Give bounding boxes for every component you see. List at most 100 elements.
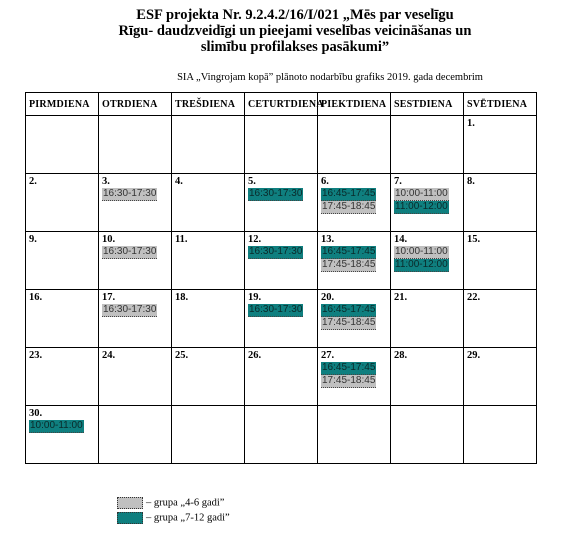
title-line-1: ESF projekta Nr. 9.2.4.2/16/I/021 „Mēs p… — [136, 7, 454, 23]
calendar-day-cell: 8. — [463, 173, 537, 232]
day-number: 11. — [175, 234, 188, 245]
day-number: 12. — [248, 234, 262, 245]
weekday-header: PIEKTDIENA — [317, 92, 391, 116]
calendar-week-row: 2. 3. 16:30-17:30 4. 5. 16:30-17:30 6. 16:45-17… — [25, 173, 537, 232]
calendar-day-cell: 18. — [171, 289, 245, 348]
calendar-day-cell — [463, 405, 537, 464]
session-time-slot: 16:45-17:45 — [321, 304, 377, 317]
day-number: 10. — [102, 234, 116, 245]
day-number: 9. — [29, 234, 37, 245]
day-number: 1. — [467, 118, 475, 129]
day-number: 30. — [29, 408, 43, 419]
legend-swatch — [117, 497, 143, 509]
calendar-day-cell: 12. 16:30-17:30 — [244, 231, 318, 290]
calendar-day-cell — [171, 115, 245, 174]
day-number: 7. — [394, 176, 402, 187]
calendar-day-cell: 21. — [390, 289, 464, 348]
calendar-day-cell: 11. — [171, 231, 245, 290]
title-line-3: slimību profilakses pasākumi” — [200, 39, 390, 55]
weekday-header: SVĒTDIENA — [463, 92, 537, 116]
calendar-day-cell: 13. 16:45-17:45 17:45-18:45 — [317, 231, 391, 290]
weekday-header: TREŠDIENA — [171, 92, 245, 116]
calendar-day-cell: 27. 16:45-17:45 17:45-18:45 — [317, 347, 391, 406]
calendar-day-cell: 20. 16:45-17:45 17:45-18:45 — [317, 289, 391, 348]
calendar-day-cell — [171, 405, 245, 464]
legend-label: – grupa „7-12 gadi” — [146, 512, 230, 524]
legend-item: – grupa „4-6 gadi” — [117, 497, 224, 509]
calendar-week-row: 16. 17. 16:30-17:30 18. 19. 16:30-17:30 20. 16:… — [25, 289, 537, 348]
day-number: 16. — [29, 292, 43, 303]
weekday-header: CETURTDIENA — [244, 92, 324, 116]
calendar-week-row: 1. — [25, 115, 537, 174]
calendar-day-cell: 30. 10:00-11:00 — [25, 405, 99, 464]
session-time-slot: 17:45-18:45 — [321, 317, 377, 330]
calendar-day-cell — [390, 405, 464, 464]
calendar-day-cell: 5. 16:30-17:30 — [244, 173, 318, 232]
calendar-day-cell: 14. 10:00-11:00 11:00-12:00 — [390, 231, 464, 290]
day-number: 4. — [175, 176, 183, 187]
session-time-slot: 17:45-18:45 — [321, 259, 377, 272]
session-time-slot: 16:30-17:30 — [102, 246, 158, 259]
calendar-day-cell: 25. — [171, 347, 245, 406]
session-time-slot: 11:00-12:00 — [394, 259, 449, 272]
day-number: 3. — [102, 176, 110, 187]
calendar-day-cell: 2. — [25, 173, 99, 232]
calendar-day-cell — [98, 405, 172, 464]
schedule-subtitle: SIA „Vingrojam kopā” plānoto nodarbību g… — [177, 72, 483, 83]
calendar-day-cell — [390, 115, 464, 174]
calendar-day-cell: 29. — [463, 347, 537, 406]
session-time-slot: 17:45-18:45 — [321, 375, 377, 388]
calendar-day-cell: 24. — [98, 347, 172, 406]
calendar-week-row: 30. 10:00-11:00 — [25, 405, 537, 464]
day-number: 13. — [321, 234, 335, 245]
weekday-header: SESTDIENA — [390, 92, 464, 116]
calendar-day-cell — [244, 405, 318, 464]
day-number: 8. — [467, 176, 475, 187]
calendar-day-cell: 15. — [463, 231, 537, 290]
day-number: 21. — [394, 292, 408, 303]
calendar-day-cell: 22. — [463, 289, 537, 348]
session-time-slot: 16:30-17:30 — [102, 188, 158, 201]
day-number: 17. — [102, 292, 116, 303]
calendar-day-cell: 4. — [171, 173, 245, 232]
session-time-slot: 16:30-17:30 — [102, 304, 158, 317]
day-number: 19. — [248, 292, 262, 303]
session-time-slot: 16:30-17:30 — [248, 246, 304, 259]
calendar-day-cell — [317, 405, 391, 464]
session-time-slot: 11:00-12:00 — [394, 201, 449, 214]
legend-item: – grupa „7-12 gadi” — [117, 512, 230, 524]
calendar-day-cell — [25, 115, 99, 174]
legend-label: – grupa „4-6 gadi” — [146, 497, 225, 509]
day-number: 14. — [394, 234, 408, 245]
day-number: 24. — [102, 350, 116, 361]
day-number: 5. — [248, 176, 256, 187]
calendar-week-row: 9. 10. 16:30-17:30 11. 12. 16:30-17:30 13. 16:4… — [25, 231, 537, 290]
calendar-week-row: 23. 24. 25. 26. 27. 16:45-17:45 17:45-18:45 28.… — [25, 347, 537, 406]
weekday-header-row: PIRMDIENA OTRDIENA TREŠDIENA CETURTDIENA PIE… — [25, 92, 537, 116]
session-time-slot: 10:00-11:00 — [29, 420, 84, 433]
calendar-day-cell — [317, 115, 391, 174]
day-number: 20. — [321, 292, 335, 303]
day-number: 18. — [175, 292, 189, 303]
calendar-day-cell: 16. — [25, 289, 99, 348]
session-time-slot: 10:00-11:00 — [394, 188, 449, 201]
calendar-day-cell: 1. — [463, 115, 537, 174]
session-time-slot: 16:45-17:45 — [321, 362, 377, 375]
title-line-2: Rīgu- daudzveidīgi un pieejami veselības… — [118, 23, 472, 39]
weekday-header: PIRMDIENA — [25, 92, 99, 116]
calendar-day-cell: 6. 16:45-17:45 17:45-18:45 — [317, 173, 391, 232]
day-number: 26. — [248, 350, 262, 361]
day-number: 6. — [321, 176, 329, 187]
calendar-day-cell: 28. — [390, 347, 464, 406]
calendar-body: 1. 2. 3. 16:30-17:30 4. 5. 16:30-17:30 6. 16:45-… — [25, 115, 537, 464]
day-number: 2. — [29, 176, 37, 187]
day-number: 23. — [29, 350, 43, 361]
calendar-day-cell — [244, 115, 318, 174]
calendar-day-cell: 9. — [25, 231, 99, 290]
document-title: ESF projekta Nr. 9.2.4.2/16/I/021 „Mēs p… — [60, 7, 530, 55]
day-number: 29. — [467, 350, 481, 361]
legend-swatch — [117, 512, 143, 524]
calendar-table: PIRMDIENA OTRDIENA TREŠDIENA CETURTDIENA PIE… — [25, 92, 537, 464]
calendar-day-cell: 7. 10:00-11:00 11:00-12:00 — [390, 173, 464, 232]
calendar-day-cell: 17. 16:30-17:30 — [98, 289, 172, 348]
